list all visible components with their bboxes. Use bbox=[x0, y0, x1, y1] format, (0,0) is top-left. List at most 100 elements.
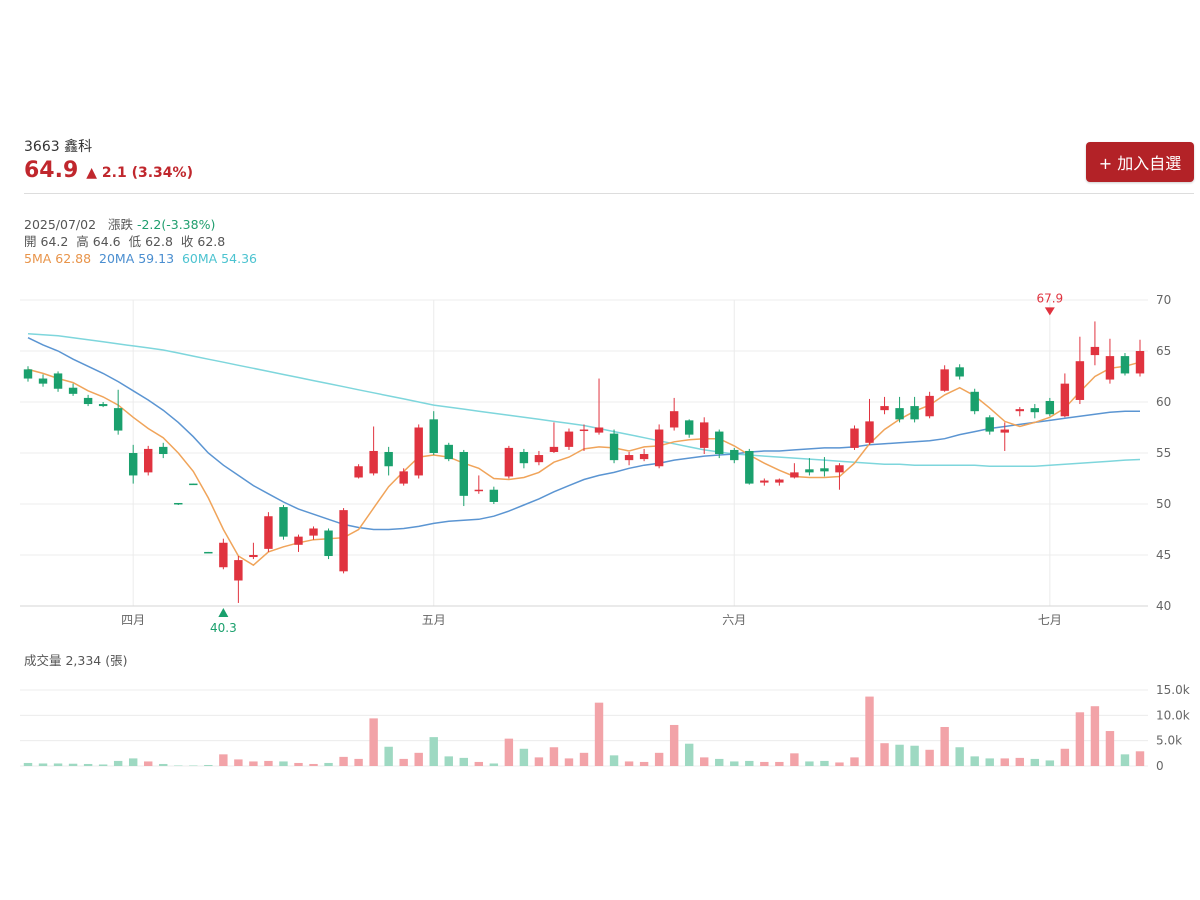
candle bbox=[294, 534, 303, 552]
candle bbox=[594, 378, 604, 435]
volume-bar bbox=[83, 763, 93, 766]
candle-body bbox=[504, 447, 514, 477]
candle-body bbox=[549, 446, 559, 452]
candle-body bbox=[354, 466, 363, 478]
candle-body bbox=[309, 528, 318, 536]
ma20-line bbox=[27, 337, 1140, 531]
candle-body bbox=[639, 454, 649, 460]
candle-body bbox=[865, 421, 874, 443]
candle bbox=[144, 445, 153, 476]
volume-bar bbox=[684, 743, 694, 766]
candle bbox=[309, 526, 318, 540]
candle-body bbox=[730, 449, 739, 461]
candle-body bbox=[324, 530, 333, 557]
price-tick-label: 50 bbox=[1156, 497, 1171, 511]
volume-bar bbox=[309, 763, 318, 766]
candle-body bbox=[1030, 408, 1040, 413]
candle-body bbox=[219, 542, 228, 568]
volume-bar bbox=[669, 724, 679, 766]
volume-bar bbox=[970, 756, 979, 766]
month-label: 四月 bbox=[121, 613, 145, 627]
candle bbox=[895, 396, 904, 423]
volume-bar bbox=[23, 762, 33, 766]
volume-bar bbox=[790, 753, 799, 766]
candle-body bbox=[895, 408, 904, 420]
high-marker-icon bbox=[1044, 307, 1055, 316]
price-tick-label: 60 bbox=[1156, 395, 1171, 409]
candle-body bbox=[429, 419, 438, 453]
candle bbox=[38, 374, 48, 387]
candle bbox=[579, 424, 589, 451]
candle bbox=[790, 463, 799, 479]
volume-bar bbox=[940, 726, 949, 766]
header-divider bbox=[24, 193, 1194, 194]
annotations: 67.9 40.3 bbox=[210, 291, 1063, 635]
volume-bar bbox=[444, 756, 453, 766]
price-tick-label: 40 bbox=[1156, 599, 1171, 613]
candle-body bbox=[1120, 356, 1130, 374]
candle-body bbox=[369, 450, 378, 474]
volume-label: 成交量 2,334 (張) bbox=[24, 653, 128, 668]
candle bbox=[745, 448, 754, 485]
candle bbox=[519, 448, 529, 469]
candle-body bbox=[775, 479, 784, 483]
candle bbox=[684, 419, 694, 438]
candle bbox=[219, 538, 228, 570]
candle-body bbox=[970, 391, 979, 412]
candle bbox=[1045, 397, 1055, 417]
candle-body bbox=[414, 427, 423, 476]
price-tick-label: 45 bbox=[1156, 548, 1171, 562]
candle-body bbox=[459, 451, 468, 496]
candle bbox=[940, 365, 949, 392]
candle-body bbox=[128, 453, 138, 476]
candle bbox=[504, 445, 514, 479]
candle-body bbox=[564, 431, 574, 447]
volume-bar bbox=[294, 762, 303, 766]
candle-body bbox=[1075, 361, 1085, 400]
price-tick-label: 70 bbox=[1156, 293, 1171, 307]
price-tick-label: 65 bbox=[1156, 344, 1171, 358]
volume-tick-label: 15.0k bbox=[1156, 683, 1190, 697]
volume-bar bbox=[609, 755, 619, 766]
candle-body bbox=[940, 369, 949, 391]
volume-bar bbox=[1045, 760, 1055, 766]
change-label: 漲跌 bbox=[107, 217, 133, 232]
candle bbox=[23, 366, 33, 382]
volume-bar bbox=[534, 757, 544, 766]
candle-body bbox=[1060, 383, 1070, 417]
candle bbox=[1075, 336, 1085, 405]
high-label: 高 bbox=[76, 234, 89, 249]
candle bbox=[775, 478, 784, 486]
candle bbox=[534, 450, 544, 466]
volume-bar bbox=[204, 764, 213, 766]
volume-bar bbox=[1105, 731, 1115, 766]
volume-bar bbox=[775, 761, 784, 766]
candle bbox=[429, 411, 438, 456]
volume-bar bbox=[835, 762, 844, 766]
candle-body bbox=[474, 489, 484, 492]
volume-bar bbox=[760, 761, 769, 766]
open-label: 開 bbox=[24, 234, 37, 249]
candle bbox=[339, 508, 348, 574]
volume-bar bbox=[1090, 706, 1100, 766]
quote-date: 2025/07/02 bbox=[24, 217, 97, 232]
candle bbox=[549, 422, 559, 453]
candle-body bbox=[594, 427, 604, 433]
candle bbox=[279, 505, 288, 540]
open-value: 64.2 bbox=[40, 234, 69, 249]
candle bbox=[369, 426, 378, 476]
candle-body bbox=[53, 373, 63, 389]
volume-bar bbox=[639, 761, 649, 766]
candle-body bbox=[910, 406, 919, 420]
candle-body bbox=[534, 455, 544, 463]
candle bbox=[474, 475, 484, 494]
candle bbox=[113, 389, 123, 435]
candle-body bbox=[38, 378, 48, 384]
date-row: 2025/07/02 漲跌 -2.2(-3.38%) bbox=[24, 216, 257, 233]
candle-body bbox=[579, 429, 589, 432]
add-watchlist-button[interactable]: + 加入自選 bbox=[1086, 142, 1194, 182]
volume-bar bbox=[700, 757, 709, 766]
candle bbox=[1090, 321, 1100, 366]
volume-bar bbox=[189, 765, 198, 766]
candle-body bbox=[204, 551, 213, 554]
